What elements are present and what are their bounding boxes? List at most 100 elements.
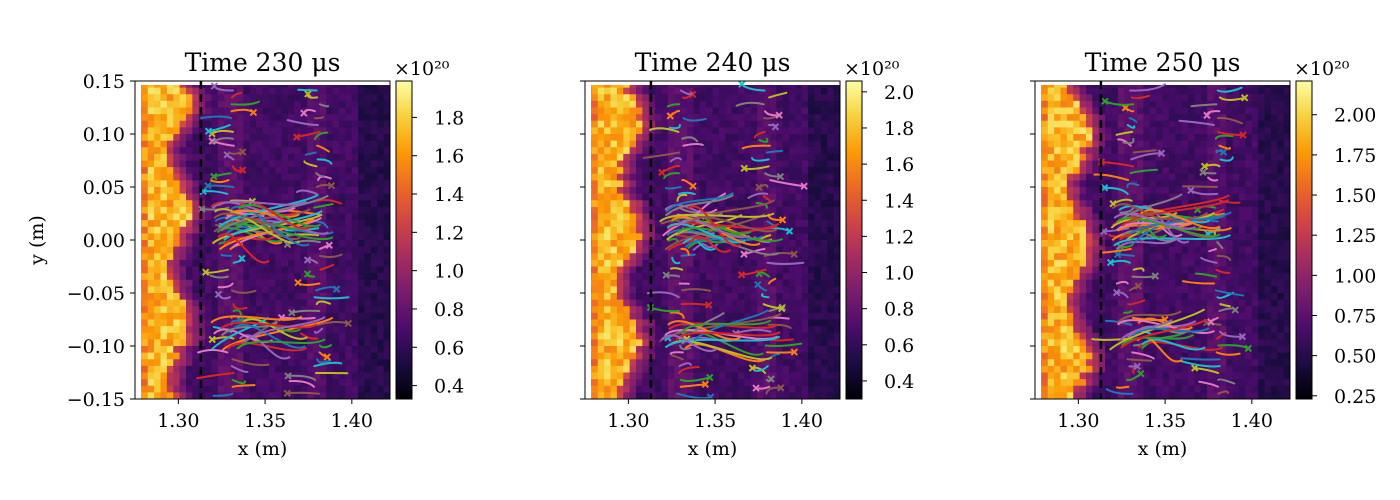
heatmap-cell — [623, 266, 631, 274]
heatmap-cell — [345, 193, 353, 201]
heatmap-cell — [674, 140, 682, 148]
y-tick-label: 0.00 — [83, 230, 125, 252]
heatmap-cell — [801, 319, 809, 327]
heatmap-cell — [154, 266, 162, 274]
heatmap-cell — [256, 286, 264, 294]
heatmap-cell — [616, 134, 624, 142]
heatmap-cell — [147, 240, 155, 248]
heatmap-cell — [205, 134, 213, 142]
heatmap-cell — [699, 253, 707, 261]
heatmap-cell — [648, 200, 656, 208]
heatmap-cell — [616, 187, 624, 195]
heatmap-cell — [629, 167, 637, 175]
heatmap-cell — [205, 140, 213, 148]
heatmap-cell — [591, 246, 599, 254]
heatmap-cell — [795, 240, 803, 248]
heatmap-cell — [166, 259, 174, 268]
heatmap-cell — [636, 100, 643, 109]
heatmap-cell — [699, 246, 707, 254]
heatmap-cell — [712, 167, 720, 175]
heatmap-cell — [383, 259, 390, 268]
heatmap-cell — [801, 312, 809, 321]
heatmap-cell — [604, 259, 612, 268]
heatmap-cell — [636, 346, 643, 354]
heatmap-cell — [597, 293, 605, 301]
heatmap-cell — [217, 187, 225, 195]
heatmap-cell — [1105, 352, 1113, 360]
heatmap-cell — [795, 319, 803, 327]
heatmap-cell — [616, 100, 624, 109]
heatmap-cell — [192, 352, 200, 360]
heatmap-cell — [712, 120, 720, 128]
heatmap-cell — [738, 193, 745, 201]
heatmap-cell — [591, 226, 599, 234]
heatmap-cell — [262, 352, 270, 360]
heatmap-cell — [629, 127, 637, 135]
heatmap-cell — [256, 385, 264, 393]
heatmap-cell — [1073, 233, 1081, 241]
heatmap-cell — [604, 385, 612, 393]
heatmap-cell — [300, 273, 308, 281]
heatmap-cell — [629, 253, 637, 261]
heatmap-cell — [1092, 365, 1100, 374]
heatmap-cell — [648, 339, 656, 347]
heatmap-cell — [833, 140, 840, 148]
trajectory-line — [238, 203, 322, 228]
heatmap-cell — [1117, 346, 1125, 354]
heatmap-cell — [319, 392, 327, 399]
heatmap-cell — [1066, 167, 1074, 175]
heatmap-cell — [1098, 259, 1106, 268]
heatmap-cell — [364, 240, 372, 248]
heatmap-cell — [383, 173, 390, 181]
heatmap-cell — [370, 220, 378, 228]
heatmap-cell — [377, 326, 385, 334]
heatmap-cell — [1047, 312, 1055, 321]
heatmap-cell — [706, 379, 714, 387]
heatmap-cell — [326, 246, 334, 254]
heatmap-cell — [801, 206, 809, 215]
heatmap-cell — [300, 352, 308, 360]
heatmap-cell — [1066, 213, 1074, 221]
heatmap-cell — [655, 279, 663, 287]
heatmap-cell — [610, 279, 618, 287]
heatmap-cell — [237, 246, 244, 254]
heatmap-cell — [147, 319, 155, 327]
heatmap-cell — [763, 279, 771, 287]
heatmap-cell — [1054, 167, 1062, 175]
heatmap-cell — [243, 372, 251, 380]
heatmap-cell — [801, 259, 809, 268]
heatmap-cell — [377, 286, 385, 294]
heatmap-cell — [377, 180, 385, 188]
heatmap-cell — [776, 339, 784, 347]
heatmap-cell — [597, 246, 605, 254]
heatmap-cell — [1066, 379, 1074, 387]
heatmap-cell — [763, 379, 771, 387]
heatmap-cell — [795, 266, 803, 274]
heatmap-cell — [192, 365, 200, 374]
heatmap-cell — [243, 153, 251, 162]
heatmap-cell — [166, 100, 174, 109]
trajectory-line — [664, 335, 781, 349]
heatmap-cell — [769, 107, 777, 115]
heatmap-cell — [319, 120, 327, 128]
heatmap-cell — [1041, 140, 1049, 148]
heatmap-cell — [636, 319, 643, 327]
heatmap-cell — [1098, 167, 1106, 175]
heatmap-cell — [750, 299, 758, 307]
trajectory-line — [221, 316, 334, 351]
heatmap-cell — [597, 120, 605, 128]
heatmap-cell — [243, 140, 251, 148]
heatmap-cell — [655, 286, 663, 294]
heatmap-cell — [243, 306, 251, 314]
trajectory-end-marker — [304, 90, 312, 98]
heatmap-cell — [687, 173, 694, 181]
heatmap-cell — [224, 379, 232, 387]
heatmap-cell — [1054, 312, 1062, 321]
heatmap-cell — [750, 279, 758, 287]
heatmap-cell — [820, 319, 828, 327]
colorbar-tick-label: 0.6 — [884, 335, 914, 357]
heatmap-cell — [364, 352, 372, 360]
heatmap-cell — [370, 352, 378, 360]
heatmap-cell — [782, 153, 790, 162]
heatmap-cell — [288, 286, 295, 294]
